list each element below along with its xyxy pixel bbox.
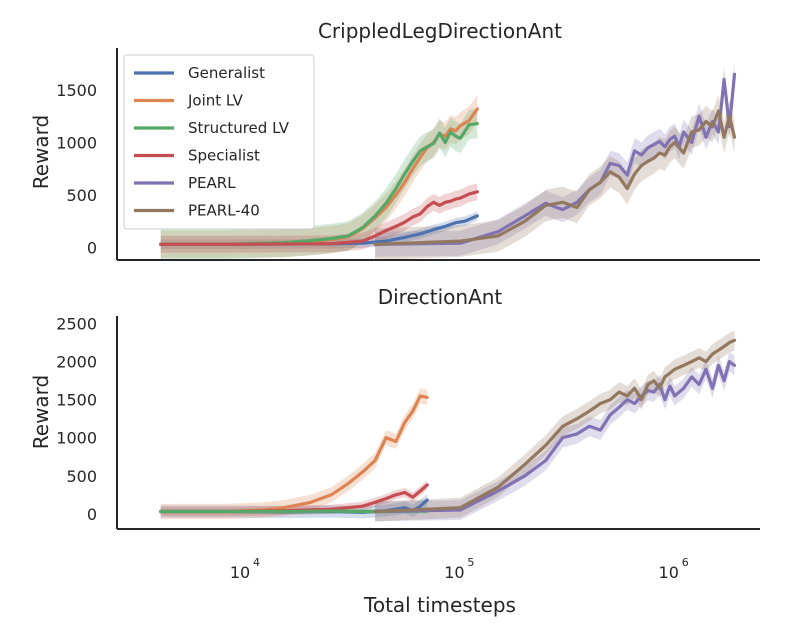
- top-y-tick-label: 1000: [56, 133, 97, 152]
- top-band-pearl-40: [375, 95, 735, 260]
- top-series-pearl: [373, 72, 737, 246]
- top-series-pearl-40: [373, 109, 737, 246]
- x-tick-exponent: 6: [682, 556, 689, 569]
- bottom-y-tick-label: 0: [87, 505, 97, 524]
- top-band-joint-lv: [160, 95, 478, 258]
- x-tick-label: 10: [230, 563, 250, 582]
- bottom-y-tick-label: 1500: [56, 391, 97, 410]
- legend-label: Structured LV: [188, 119, 290, 137]
- bottom-series-joint-lv: [159, 394, 429, 514]
- x-tick-label: 10: [444, 563, 464, 582]
- top-series-specialist: [159, 190, 479, 246]
- bottom-y-tick-label: 2500: [56, 315, 97, 334]
- top-y-tick-label: 500: [66, 186, 97, 205]
- bottom-y-tick-label: 500: [66, 467, 97, 486]
- top-y-tick-label: 1500: [56, 81, 97, 100]
- bottom-plot-area: [159, 330, 737, 522]
- bottom-band-joint-lv: [160, 388, 428, 520]
- x-tick-label: 10: [659, 563, 679, 582]
- top-y-tick-label: 0: [87, 238, 97, 257]
- top-y-axis-label: Reward: [29, 115, 53, 189]
- legend-label: PEARL-40: [188, 202, 260, 220]
- legend-label: Specialist: [188, 147, 260, 165]
- bottom-band-pearl-40: [375, 330, 735, 522]
- legend-label: PEARL: [188, 174, 236, 192]
- x-tick-exponent: 5: [467, 556, 474, 569]
- bottom-chart-title: DirectionAnt: [378, 285, 503, 309]
- bottom-y-axis-label: Reward: [29, 375, 53, 449]
- bottom-series-pearl: [373, 360, 737, 514]
- x-tick-exponent: 4: [253, 556, 260, 569]
- legend-label: Generalist: [188, 64, 265, 82]
- bottom-y-tick-label: 1000: [56, 429, 97, 448]
- top-chart-title: CrippledLegDirectionAnt: [318, 19, 562, 43]
- legend: Generalist Joint LV Structured LV Specialis…: [123, 54, 315, 230]
- legend-box: [123, 54, 315, 230]
- bottom-series-pearl-40: [373, 338, 737, 514]
- x-axis-label: Total timesteps: [363, 593, 516, 617]
- bottom-y-tick-label: 2000: [56, 353, 97, 372]
- top-plot-area: [159, 61, 737, 260]
- legend-label: Joint LV: [187, 92, 244, 110]
- top-series-structured-lv: [159, 121, 479, 246]
